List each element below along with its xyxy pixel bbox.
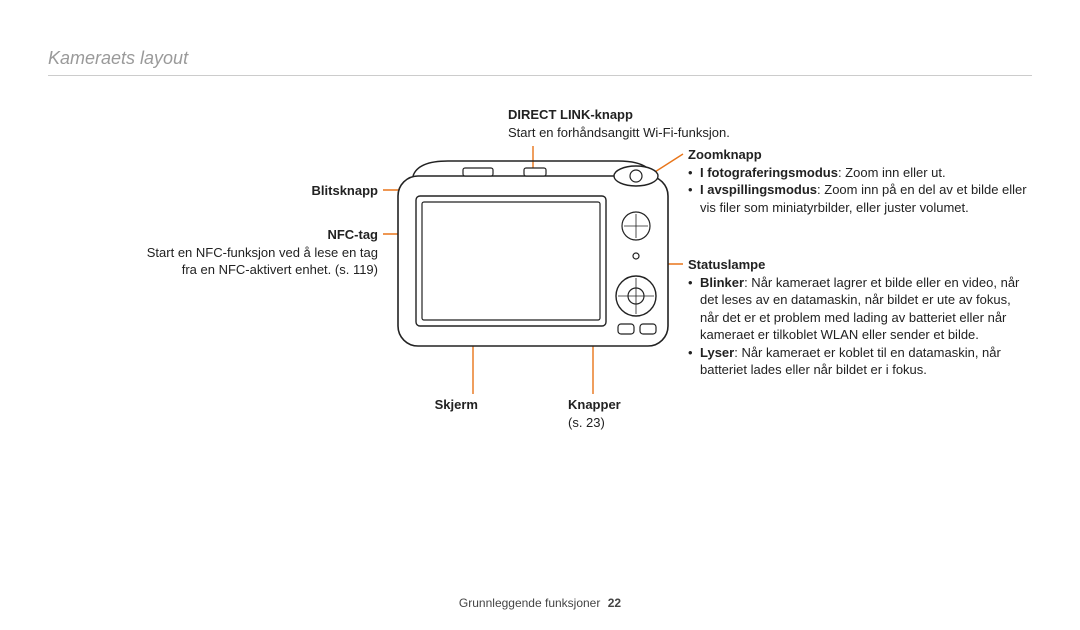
section-divider: [48, 75, 1032, 76]
blitsknapp-title: Blitsknapp: [312, 183, 378, 198]
status-bullet-2: Lyser: Når kameraet er koblet til en dat…: [688, 344, 1028, 379]
nfc-title: NFC-tag: [327, 227, 378, 242]
page-footer: Grunnleggende funksjoner 22: [0, 596, 1080, 610]
zoom-title: Zoomknapp: [688, 147, 762, 162]
label-nfc: NFC-tag Start en NFC-funksjon ved å lese…: [143, 226, 378, 279]
nfc-desc-1: Start en NFC-funksjon ved å lese en tag: [147, 245, 378, 260]
camera-illustration: [388, 156, 678, 356]
direct-link-title: DIRECT LINK-knapp: [508, 107, 633, 122]
label-direct-link: DIRECT LINK-knapp Start en forhåndsangit…: [508, 106, 730, 141]
section-title: Kameraets layout: [48, 48, 1032, 69]
label-blitsknapp: Blitsknapp: [268, 182, 378, 200]
label-statuslampe: Statuslampe Blinker: Når kameraet lagrer…: [688, 256, 1028, 379]
label-zoomknapp: Zoomknapp I fotograferingsmodus: Zoom in…: [688, 146, 1028, 216]
skjerm-title: Skjerm: [435, 397, 478, 412]
status-title: Statuslampe: [688, 257, 765, 272]
knapper-title: Knapper: [568, 397, 621, 412]
label-knapper: Knapper (s. 23): [568, 396, 621, 431]
footer-page-number: 22: [608, 596, 621, 610]
zoom-bullet-1: I fotograferingsmodus: Zoom inn eller ut…: [688, 164, 1028, 182]
label-skjerm: Skjerm: [418, 396, 478, 414]
knapper-ref: (s. 23): [568, 415, 605, 430]
zoom-bullet-2: I avspillingsmodus: Zoom inn på en del a…: [688, 181, 1028, 216]
diagram-area: DIRECT LINK-knapp Start en forhåndsangit…: [48, 116, 1032, 556]
direct-link-desc: Start en forhåndsangitt Wi-Fi-funksjon.: [508, 125, 730, 140]
nfc-desc-2: fra en NFC-aktivert enhet. (s. 119): [182, 262, 378, 277]
status-bullet-1: Blinker: Når kameraet lagrer et bilde el…: [688, 274, 1028, 344]
footer-text: Grunnleggende funksjoner: [459, 596, 600, 610]
